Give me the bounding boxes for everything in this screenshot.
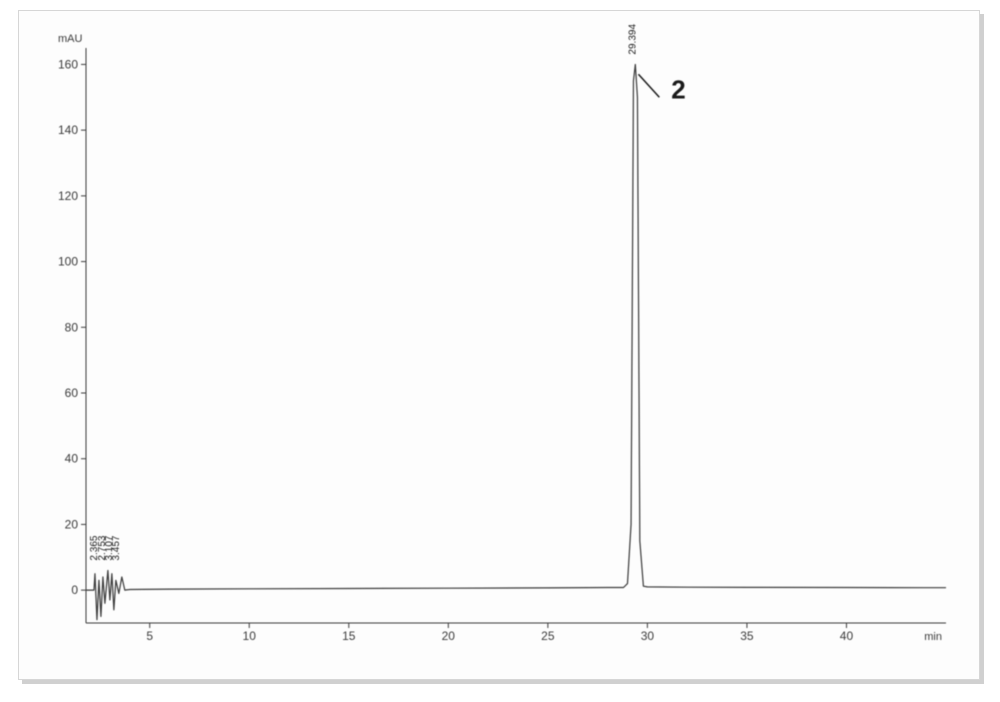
x-tick-label: 30	[641, 629, 655, 643]
y-tick-label: 40	[65, 452, 79, 466]
y-tick-label: 60	[65, 386, 79, 400]
x-tick-label: 35	[740, 629, 754, 643]
main-peak-annotation: 2	[671, 75, 685, 105]
x-axis-label: min	[924, 631, 942, 643]
y-tick-label: 20	[65, 517, 79, 531]
chromatogram-svg: 0 20 40 60 80 100 120 140 160 mAU 5 10 15 20 25 30 35 40 m…	[31, 23, 967, 667]
x-tick-label: 40	[840, 629, 854, 643]
main-peak-rt-label: 29.394	[627, 24, 638, 55]
y-tick-label: 120	[58, 189, 78, 203]
x-tick-label: 10	[243, 629, 257, 643]
y-tick-label: 0	[71, 583, 78, 597]
chart-card: 0 20 40 60 80 100 120 140 160 mAU 5 10 15 20 25 30 35 40 m…	[18, 10, 980, 680]
x-tick-label: 15	[342, 629, 356, 643]
noise-peak-label: 3.457	[111, 535, 122, 560]
x-tick-label: 5	[146, 629, 153, 643]
y-tick-label: 100	[58, 255, 78, 269]
annotation-leader	[638, 74, 659, 97]
y-tick-label: 140	[58, 123, 78, 137]
y-tick-label: 160	[58, 57, 78, 71]
plot-area: 0 20 40 60 80 100 120 140 160 mAU 5 10 15 20 25 30 35 40 m…	[31, 23, 967, 667]
x-tick-label: 20	[442, 629, 456, 643]
x-tick-label: 25	[541, 629, 555, 643]
y-axis-label: mAU	[58, 33, 83, 45]
chromatogram-trace	[86, 64, 946, 619]
y-tick-label: 80	[65, 320, 79, 334]
